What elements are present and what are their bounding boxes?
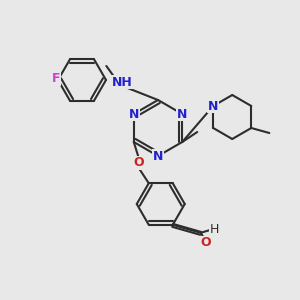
Text: H: H [210,223,219,236]
Text: N: N [208,100,218,112]
Text: NH: NH [112,76,132,88]
Text: O: O [134,157,144,169]
Text: N: N [129,107,139,121]
Text: N: N [153,149,163,163]
Text: F: F [52,73,60,85]
Text: O: O [200,236,211,249]
Text: N: N [177,107,188,121]
